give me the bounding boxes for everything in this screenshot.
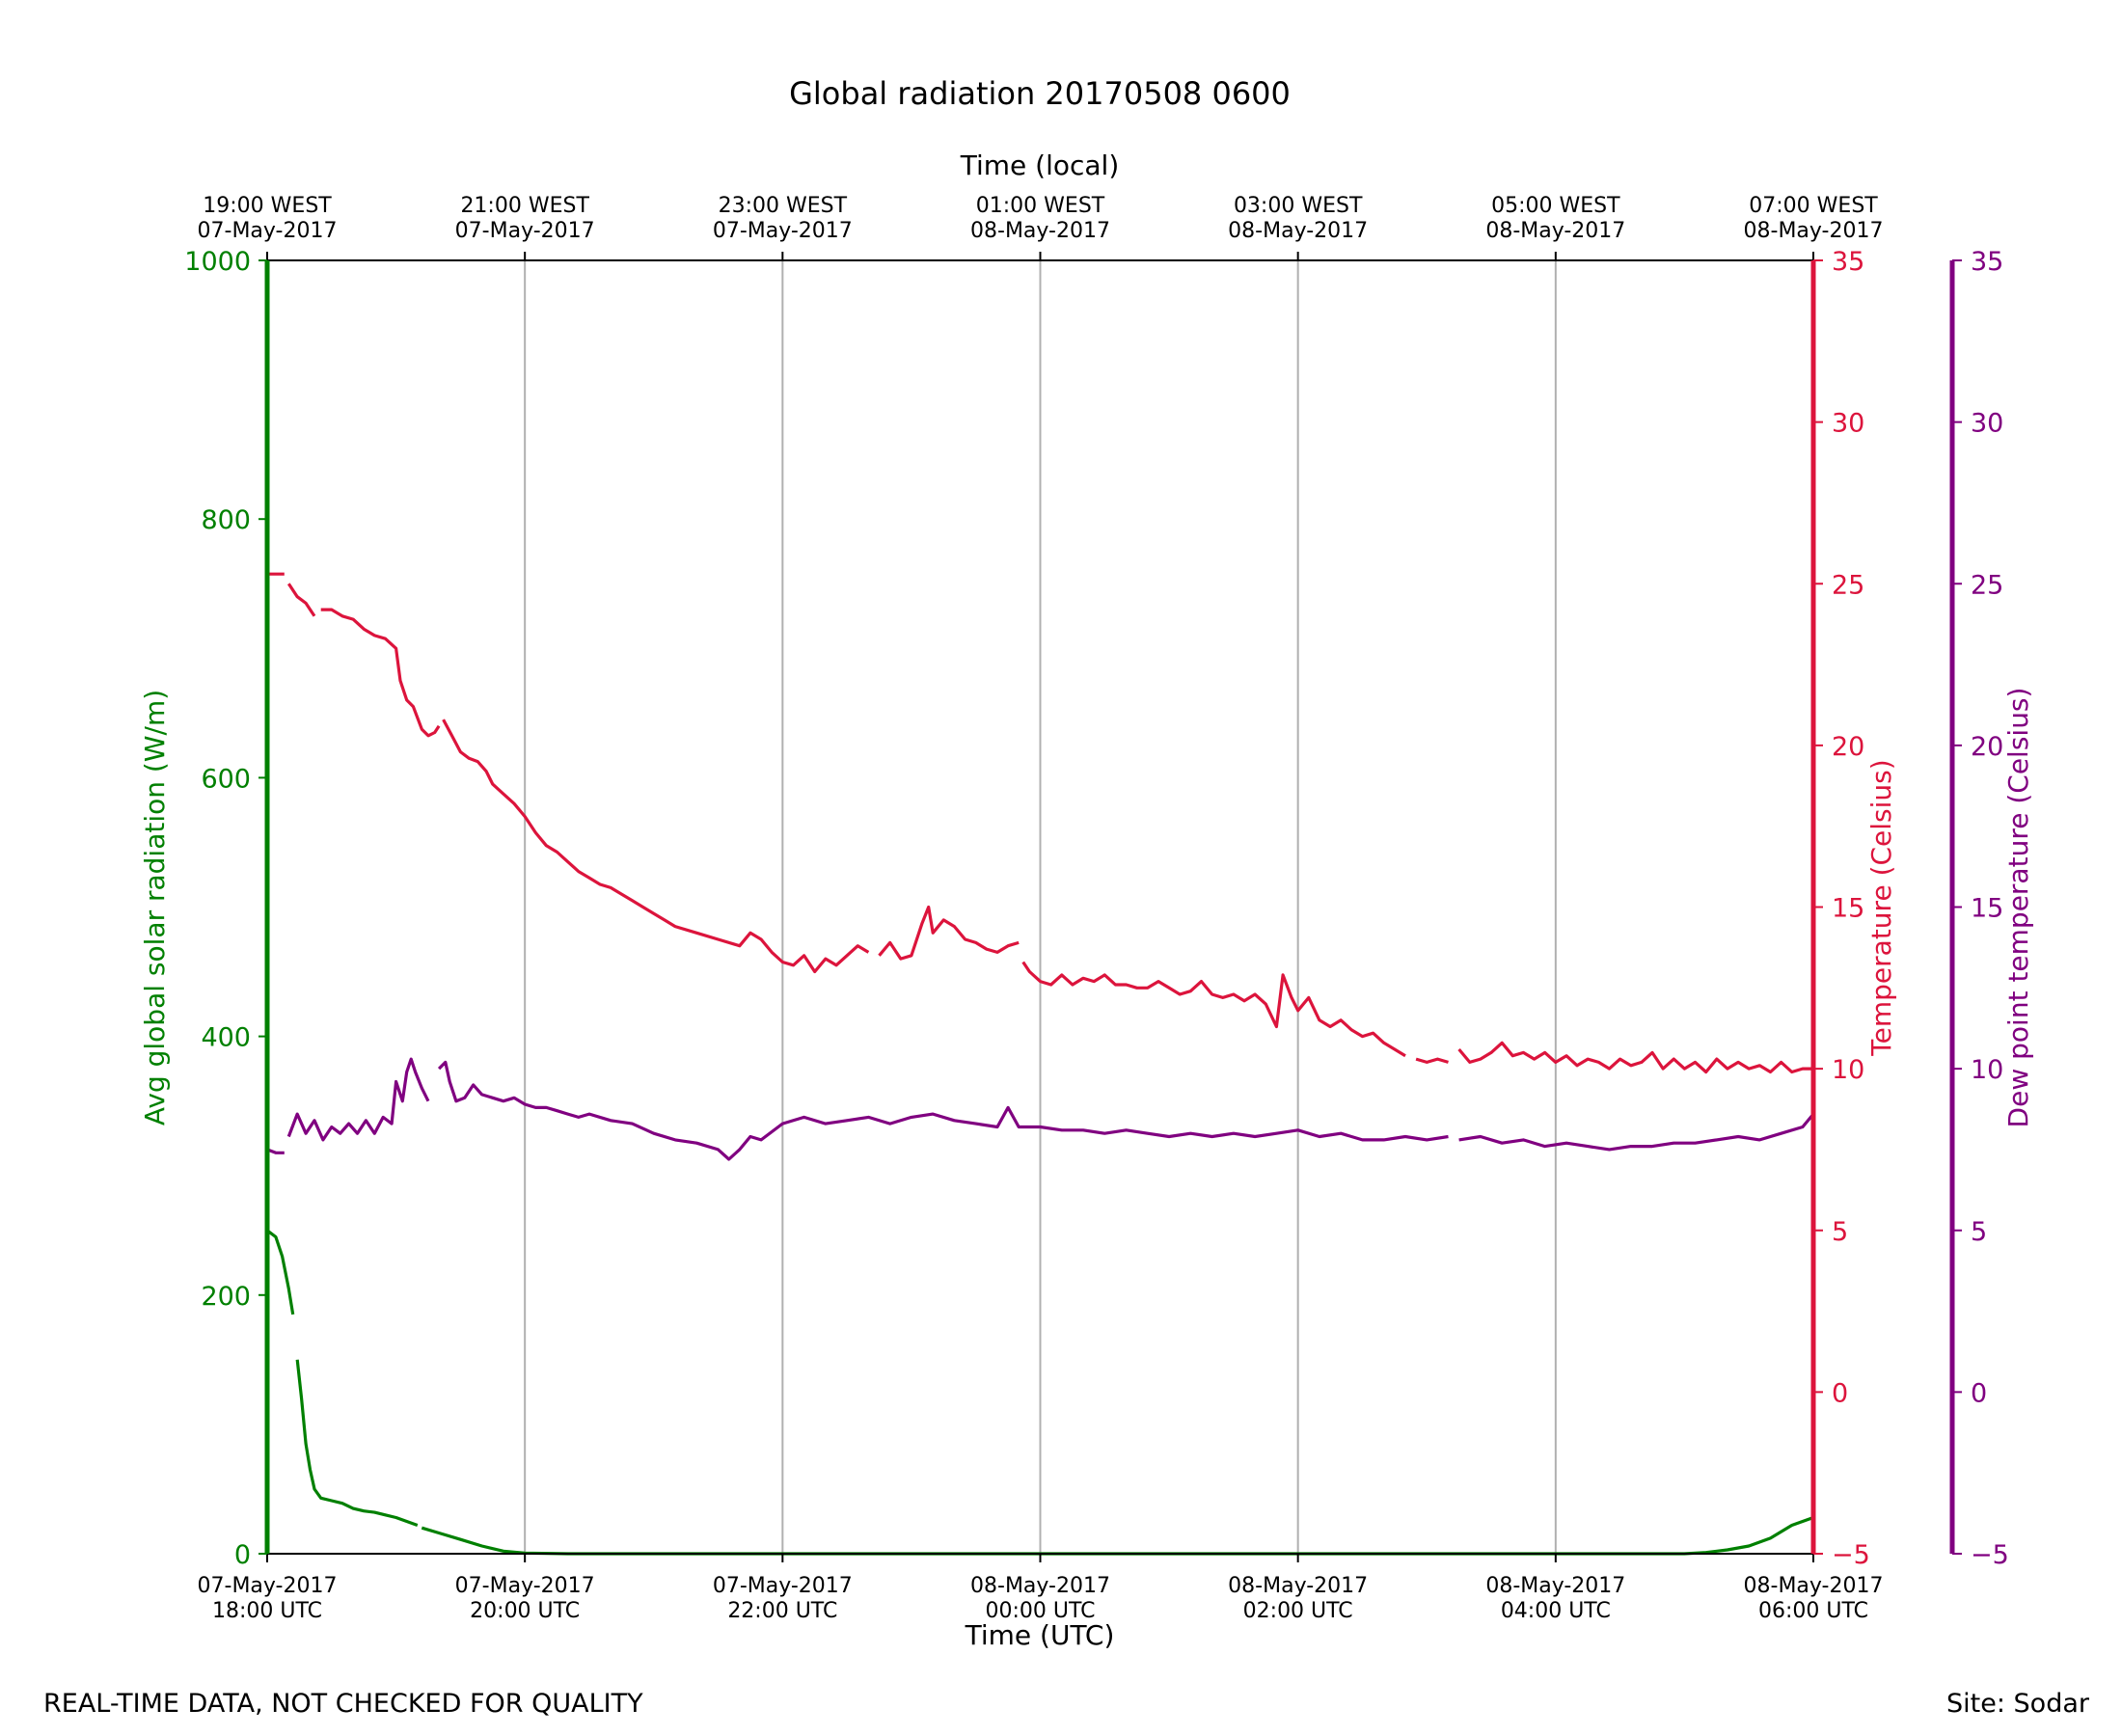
right-tick-label: 30 — [1832, 409, 1864, 439]
x-tick-label-utc-date: 07-May-2017 — [198, 1574, 338, 1598]
right-tick-label: 25 — [1832, 570, 1864, 600]
x-tick-label-utc-date: 07-May-2017 — [455, 1574, 595, 1598]
x-tick-label-local-date: 07-May-2017 — [198, 219, 338, 243]
bottom-axis-label: Time (UTC) — [965, 1619, 1115, 1651]
left-tick-label: 0 — [234, 1540, 251, 1570]
x-tick-label-utc-time: 04:00 UTC — [1501, 1599, 1611, 1623]
right2-tick-label: 10 — [1971, 1055, 2003, 1085]
x-tick-label-local-time: 21:00 WEST — [460, 194, 589, 218]
x-tick-label-utc-date: 08-May-2017 — [1744, 1574, 1884, 1598]
x-tick-label-utc-date: 07-May-2017 — [713, 1574, 853, 1598]
x-tick-label-utc-time: 18:00 UTC — [212, 1599, 322, 1623]
x-tick-label-utc-time: 02:00 UTC — [1243, 1599, 1353, 1623]
grid-layer — [524, 260, 1557, 1554]
x-tick-label-local-date: 08-May-2017 — [1228, 219, 1368, 243]
right2-tick-label: −5 — [1971, 1540, 2009, 1570]
x-tick-label-utc-date: 08-May-2017 — [1485, 1574, 1625, 1598]
left-axis-label: Avg global solar radiation (W/m) — [139, 690, 171, 1126]
right2-tick-label: 5 — [1971, 1217, 1987, 1247]
left-tick-label: 200 — [201, 1282, 251, 1312]
right-tick-label: 5 — [1832, 1217, 1848, 1247]
x-tick-label-local-date: 08-May-2017 — [1485, 219, 1625, 243]
x-tick-label-local-date: 07-May-2017 — [713, 219, 853, 243]
left-tick-label: 800 — [201, 505, 251, 535]
x-tick-label-local-time: 05:00 WEST — [1491, 194, 1620, 218]
x-tick-label-local-time: 07:00 WEST — [1749, 194, 1878, 218]
right-tick-label: 15 — [1832, 894, 1864, 924]
dewpoint-line — [266, 1057, 1815, 1161]
right2-tick-label: 25 — [1971, 570, 2003, 600]
right2-tick-label: 35 — [1971, 247, 2003, 277]
right-tick-label: 35 — [1832, 247, 1864, 277]
right-tick-label: 0 — [1832, 1378, 1848, 1408]
top-axis-label: Time (local) — [960, 149, 1120, 181]
x-tick-label-local-date: 07-May-2017 — [455, 219, 595, 243]
left-tick-label: 1000 — [184, 247, 251, 277]
x-tick-label-local-time: 23:00 WEST — [719, 194, 848, 218]
x-tick-label-utc-time: 00:00 UTC — [985, 1599, 1095, 1623]
x-tick-label-utc-date: 08-May-2017 — [970, 1574, 1110, 1598]
right2-tick-label: 30 — [1971, 409, 2003, 439]
x-tick-label-local-date: 08-May-2017 — [1744, 219, 1884, 243]
right-tick-label: 10 — [1832, 1055, 1864, 1085]
left-tick-label: 600 — [201, 764, 251, 794]
footer-note: REAL-TIME DATA, NOT CHECKED FOR QUALITY — [43, 1689, 643, 1719]
x-tick-label-local-time: 01:00 WEST — [976, 194, 1105, 218]
x-tick-label-utc-time: 22:00 UTC — [727, 1599, 837, 1623]
right2-tick-label: 15 — [1971, 894, 2003, 924]
right-tick-label: −5 — [1832, 1540, 1870, 1570]
x-tick-label-utc-time: 20:00 UTC — [470, 1599, 580, 1623]
right2-tick-label: 20 — [1971, 732, 2003, 762]
right2-tick-label: 0 — [1971, 1378, 1987, 1408]
chart-title: Global radiation 20170508 0600 — [789, 75, 1291, 112]
series-layer — [266, 572, 1815, 1556]
left-tick-label: 400 — [201, 1023, 251, 1053]
x-tick-label-utc-time: 06:00 UTC — [1758, 1599, 1868, 1623]
right-axis-label: Temperature (Celsius) — [1865, 759, 1897, 1056]
temperature-line — [267, 572, 1813, 1074]
x-tick-label-local-time: 19:00 WEST — [203, 194, 332, 218]
right2-axis-label: Dew point temperature (Celsius) — [2002, 688, 2034, 1128]
right-tick-label: 20 — [1832, 732, 1864, 762]
x-tick-label-local-date: 08-May-2017 — [970, 219, 1110, 243]
footer-site: Site: Sodar — [1946, 1689, 2090, 1719]
x-tick-label-local-time: 03:00 WEST — [1234, 194, 1363, 218]
x-tick-label-utc-date: 08-May-2017 — [1228, 1574, 1368, 1598]
